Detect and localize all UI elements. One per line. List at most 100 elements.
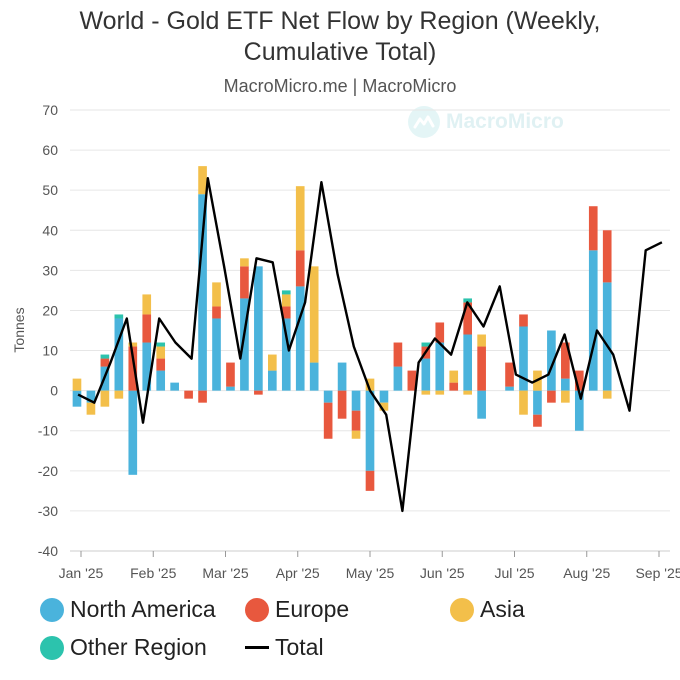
bar-north-america <box>156 370 166 391</box>
legend-other-region[interactable]: Other Region <box>40 634 207 661</box>
x-tick-label: Jul '25 <box>494 565 534 581</box>
bar-north-america <box>86 390 96 403</box>
bar-asia <box>142 294 152 315</box>
bar-europe <box>295 250 305 287</box>
x-tick-label: Apr '25 <box>276 565 320 581</box>
bar-asia <box>309 266 319 363</box>
bar-north-america <box>212 318 221 391</box>
bar-asia <box>561 390 570 403</box>
legend-label: Asia <box>480 596 525 622</box>
bar-north-america <box>323 390 333 403</box>
bar-north-america <box>533 390 542 415</box>
bar-europe <box>323 402 333 439</box>
bar-asia <box>212 282 221 307</box>
bar-north-america <box>505 386 514 391</box>
bar-other-region <box>114 314 124 319</box>
x-tick-label: Sep '25 <box>635 565 680 581</box>
bar-north-america <box>574 390 584 431</box>
x-tick-label: Feb '25 <box>130 565 176 581</box>
bar-europe <box>198 390 207 403</box>
bar-other-region <box>421 342 431 347</box>
bar-asia <box>449 370 459 383</box>
bar-north-america <box>365 390 375 471</box>
legend-total[interactable]: Total <box>245 634 324 661</box>
bar-europe <box>435 322 445 343</box>
y-tick-label: 20 <box>42 302 58 318</box>
bar-north-america <box>561 378 570 391</box>
bar-north-america <box>170 382 179 391</box>
legend: North America Europe Asia Other Region T… <box>40 596 660 672</box>
bar-asia <box>602 390 612 399</box>
bar-asia <box>86 402 96 415</box>
bar-europe <box>128 346 138 391</box>
x-tick-label: May '25 <box>346 565 395 581</box>
bar-asia <box>268 354 277 371</box>
bar-north-america <box>142 342 152 391</box>
bar-other-region <box>156 342 166 347</box>
bar-asia <box>128 342 138 347</box>
bar-europe <box>212 306 221 319</box>
total-line <box>77 176 663 513</box>
bar-north-america <box>379 390 389 403</box>
bar-europe <box>477 346 486 391</box>
bar-europe <box>588 206 598 251</box>
legend-asia[interactable]: Asia <box>450 596 525 623</box>
chart-title: World - Gold ETF Net Flow by Region (Wee… <box>79 7 601 66</box>
macromicro-logo-icon <box>408 106 440 138</box>
legend-europe[interactable]: Europe <box>245 596 349 623</box>
macromicro-watermark: MacroMicro <box>408 106 564 138</box>
bar-north-america <box>240 298 249 391</box>
bar-asia <box>281 294 291 307</box>
bar-europe <box>184 390 193 399</box>
bar-asia <box>240 258 249 267</box>
y-tick-label: 50 <box>42 182 58 198</box>
bar-north-america <box>602 282 612 391</box>
bar-europe <box>449 382 459 391</box>
chart-plot: -40 -30 -20 -10 0 10 20 30 40 50 60 70 Jan '25 Feb '… <box>11 102 680 581</box>
legend-north-america[interactable]: North America <box>40 596 216 623</box>
europe-swatch <box>245 597 269 622</box>
bar-europe <box>393 342 403 367</box>
bar-asia <box>519 390 528 415</box>
bar-europe <box>547 390 556 403</box>
bar-europe <box>142 314 152 343</box>
bar-asia <box>421 390 431 395</box>
y-tick-label: -10 <box>38 423 58 439</box>
bar-north-america <box>198 194 207 391</box>
bar-europe <box>254 390 263 395</box>
bar-europe <box>156 358 166 371</box>
bars <box>72 166 612 491</box>
bar-north-america <box>463 334 472 391</box>
legend-label: North America <box>70 596 216 622</box>
bar-asia <box>72 378 82 391</box>
y-tick-label: 10 <box>42 343 58 359</box>
total-series-line <box>77 176 663 513</box>
bar-europe <box>226 362 235 387</box>
bar-north-america <box>128 390 138 475</box>
y-tick-label: 0 <box>50 383 58 399</box>
bar-north-america <box>547 330 556 391</box>
legend-label: Other Region <box>70 634 207 660</box>
bar-europe <box>505 362 514 387</box>
bar-other-region <box>100 354 110 359</box>
bar-europe <box>602 230 612 283</box>
other-region-swatch <box>40 635 64 660</box>
y-axis-label: Tonnes <box>11 307 27 352</box>
bar-north-america <box>309 362 319 391</box>
asia-swatch <box>450 597 474 622</box>
bar-asia <box>365 378 375 391</box>
y-axis-ticks: -40 -30 -20 -10 0 10 20 30 40 50 60 70 <box>38 102 58 559</box>
y-tick-label: 40 <box>42 222 58 238</box>
bar-europe <box>337 390 347 419</box>
bar-asia <box>477 334 486 347</box>
y-tick-label: -40 <box>38 543 58 559</box>
bar-europe <box>463 302 472 335</box>
bar-north-america <box>588 250 598 391</box>
bar-europe <box>519 314 528 327</box>
x-tick-label: Aug '25 <box>563 565 610 581</box>
bar-north-america <box>421 358 431 391</box>
chart-subtitle: MacroMicro.me | MacroMicro <box>223 76 457 96</box>
bar-europe <box>365 470 375 491</box>
bar-europe <box>240 266 249 299</box>
